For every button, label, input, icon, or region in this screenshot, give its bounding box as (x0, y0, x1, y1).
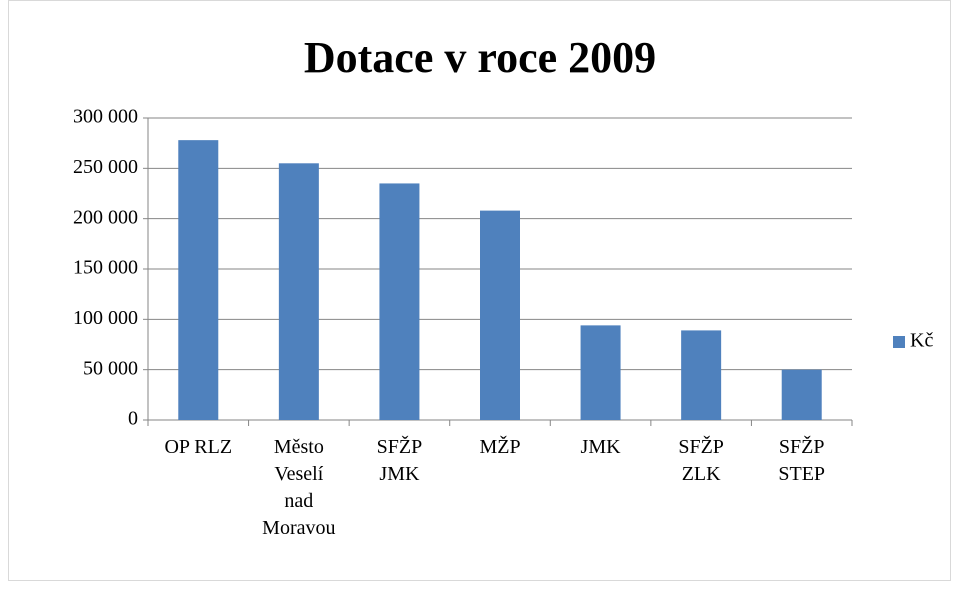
y-tick-label: 100 000 (73, 307, 138, 329)
bar (178, 140, 219, 420)
chart-frame (8, 0, 951, 581)
x-tick-label: JMK (580, 436, 621, 458)
x-tick-label: SFŽP ZLK (678, 436, 724, 485)
bar (781, 369, 822, 420)
legend-label: Kč (910, 330, 933, 352)
x-tick-label: Město Veselí nad Moravou (262, 436, 336, 539)
bar (681, 330, 722, 420)
y-tick-label: 50 000 (83, 357, 138, 379)
chart-title: Dotace v roce 2009 (304, 33, 656, 82)
bar (480, 210, 520, 420)
x-tick-label: SFŽP STEP (778, 436, 826, 485)
y-tick-label: 250 000 (73, 156, 138, 178)
x-tick-label: MŽP (479, 436, 521, 458)
legend-swatch (893, 336, 905, 348)
x-tick-label: OP RLZ (164, 436, 233, 458)
y-tick-label: 200 000 (73, 206, 138, 228)
bar (379, 183, 420, 420)
y-tick-label: 300 000 (73, 106, 138, 128)
y-tick-label: 150 000 (73, 257, 138, 279)
x-tick-label: SFŽP JMK (376, 436, 423, 485)
bar (580, 325, 621, 420)
bar (278, 163, 319, 421)
y-tick-label: 0 (128, 408, 138, 430)
